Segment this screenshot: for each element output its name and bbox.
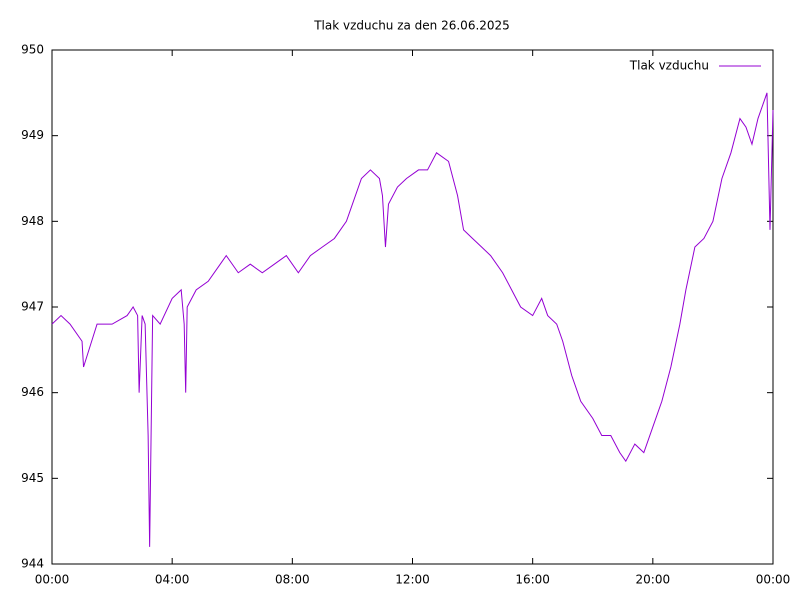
chart-title: Tlak vzduchu za den 26.06.2025 [313,19,510,33]
x-tick-label: 12:00 [395,573,430,587]
y-tick-label: 950 [21,43,44,57]
y-tick-label: 945 [21,471,44,485]
y-tick-label: 946 [21,385,44,399]
y-tick-label: 944 [21,557,44,571]
plot-border [51,49,774,565]
legend-label: Tlak vzduchu [629,59,709,73]
y-tick-label: 947 [21,300,44,314]
x-tick-label: 00:00 [756,573,791,587]
y-tick-label: 948 [21,214,44,228]
x-tick-label: 08:00 [275,573,310,587]
x-tick-label: 00:00 [35,573,70,587]
x-tick-label: 04:00 [155,573,190,587]
data-line [51,92,774,547]
y-tick-label: 949 [21,128,44,142]
x-tick-label: 16:00 [515,573,550,587]
x-tick-label: 20:00 [636,573,671,587]
